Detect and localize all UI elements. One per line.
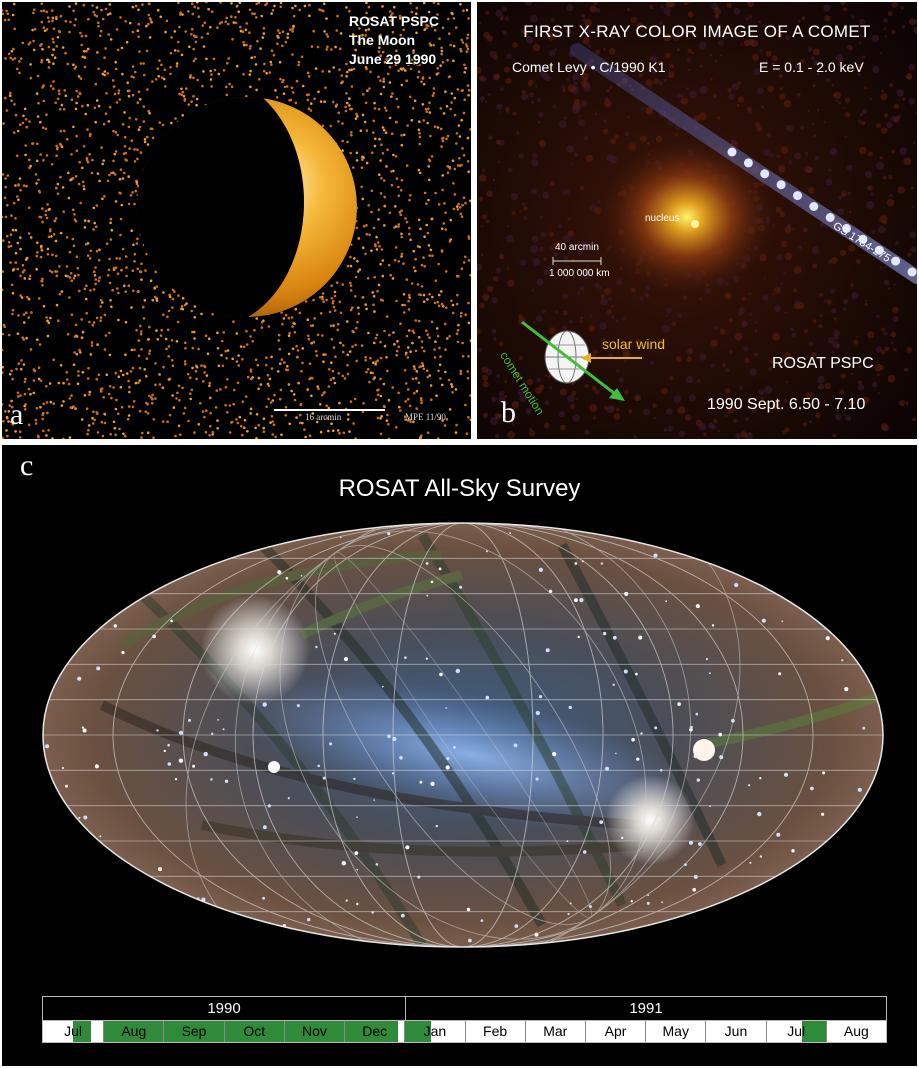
coordinate-grid — [43, 523, 883, 947]
source-bead — [793, 191, 802, 201]
background-noise — [477, 2, 917, 439]
comet-coma — [597, 137, 777, 297]
scale-km: 1 000 000 km — [549, 268, 610, 279]
survey-title: ROSAT All-Sky Survey — [338, 475, 581, 502]
month-label: Jan — [404, 1021, 464, 1042]
all-sky-map — [42, 522, 884, 948]
comet-motion-arrow — [521, 320, 620, 399]
source-bead — [743, 158, 753, 168]
panel-letter: c — [20, 449, 34, 482]
bright-region — [605, 775, 695, 865]
map-border — [42, 522, 884, 948]
caption-line: The Moon — [349, 32, 416, 48]
nucleus-label: nucleus — [645, 213, 680, 224]
caption-line: June 29 1990 — [349, 51, 437, 67]
scale-label: 16 arcmin — [305, 412, 342, 422]
source-bead — [809, 202, 819, 211]
survey-timeline: 1990 1991 Jul Aug Sep Oct Nov Dec Jan Feb Mar Apr… — [42, 996, 887, 1043]
month-label: Jun — [705, 1021, 765, 1042]
month-label: Sep — [163, 1021, 223, 1042]
panel-letter: b — [501, 396, 516, 429]
year-label: 1991 — [629, 1000, 663, 1017]
comet-xray-image — [477, 2, 917, 439]
caption-line: ROSAT PSPC — [349, 13, 439, 29]
source-bead — [842, 223, 851, 233]
survey-coverage — [103, 1021, 164, 1042]
comet-image-panel: FIRST X-RAY COLOR IMAGE OF A COMET Comet… — [477, 2, 917, 439]
instrument-label: ROSAT PSPC — [772, 355, 874, 372]
month-label: Aug — [825, 1021, 886, 1042]
bright-source — [268, 761, 280, 773]
energy-range: E = 0.1 - 2.0 keV — [759, 59, 864, 75]
vela-bright-region — [200, 595, 310, 705]
month-label: Feb — [464, 1021, 525, 1042]
moon-crescent — [137, 97, 357, 317]
credit-label: MPE 11/90 — [405, 412, 446, 422]
survey-coverage — [404, 1021, 432, 1042]
survey-coverage — [801, 1021, 826, 1042]
source-trail — [727, 147, 917, 277]
survey-coverage — [283, 1021, 345, 1042]
survey-coverage — [163, 1021, 224, 1042]
panel-letter: a — [10, 398, 24, 431]
moon-caption: ROSAT PSPC The Moon June 29 1990 — [349, 12, 439, 69]
year-row: 1990 1991 — [43, 997, 886, 1021]
comet-designation: Comet Levy • C/1990 K1 — [512, 59, 666, 75]
month-label: Apr — [584, 1021, 645, 1042]
month-label: Dec — [344, 1021, 404, 1042]
month-label: Oct — [223, 1021, 284, 1042]
comet-title: FIRST X-RAY COLOR IMAGE OF A COMET — [523, 22, 871, 41]
source-bead — [907, 267, 917, 277]
survey-coverage — [344, 1021, 399, 1042]
source-bead — [727, 147, 737, 157]
year-label: 1990 — [43, 997, 406, 1020]
month-label: Jul — [64, 1023, 83, 1039]
month-label: Nov — [283, 1021, 344, 1042]
source-bead — [874, 245, 884, 255]
source-bead — [776, 180, 786, 190]
month-label: Jul — [765, 1021, 826, 1042]
scale-arcmin: 40 arcmin — [555, 242, 599, 253]
bright-source — [693, 739, 715, 761]
month-label: Mar — [524, 1021, 585, 1042]
survey-coverage — [223, 1021, 284, 1042]
source-bead — [858, 234, 868, 244]
moon-xray-image — [2, 2, 471, 439]
moon-image-panel: ROSAT PSPC The Moon June 29 1990 16 arcm… — [2, 2, 471, 439]
source-bead — [825, 213, 835, 222]
survey-coverage — [73, 1021, 92, 1042]
all-sky-survey-panel: c ROSAT All-Sky Survey — [2, 445, 917, 1066]
month-label: Aug — [103, 1021, 163, 1042]
observation-dates: 1990 Sept. 6.50 - 7.10 — [707, 396, 866, 413]
source-bead — [891, 256, 901, 266]
solar-wind-label: solar wind — [602, 336, 666, 352]
nucleus-point — [691, 220, 699, 228]
source-bead — [760, 169, 770, 179]
month-row: Jul Aug Sep Oct Nov Dec Jan Feb Mar Apr May Jun Jul A… — [43, 1021, 886, 1042]
month-label: May — [645, 1021, 705, 1042]
